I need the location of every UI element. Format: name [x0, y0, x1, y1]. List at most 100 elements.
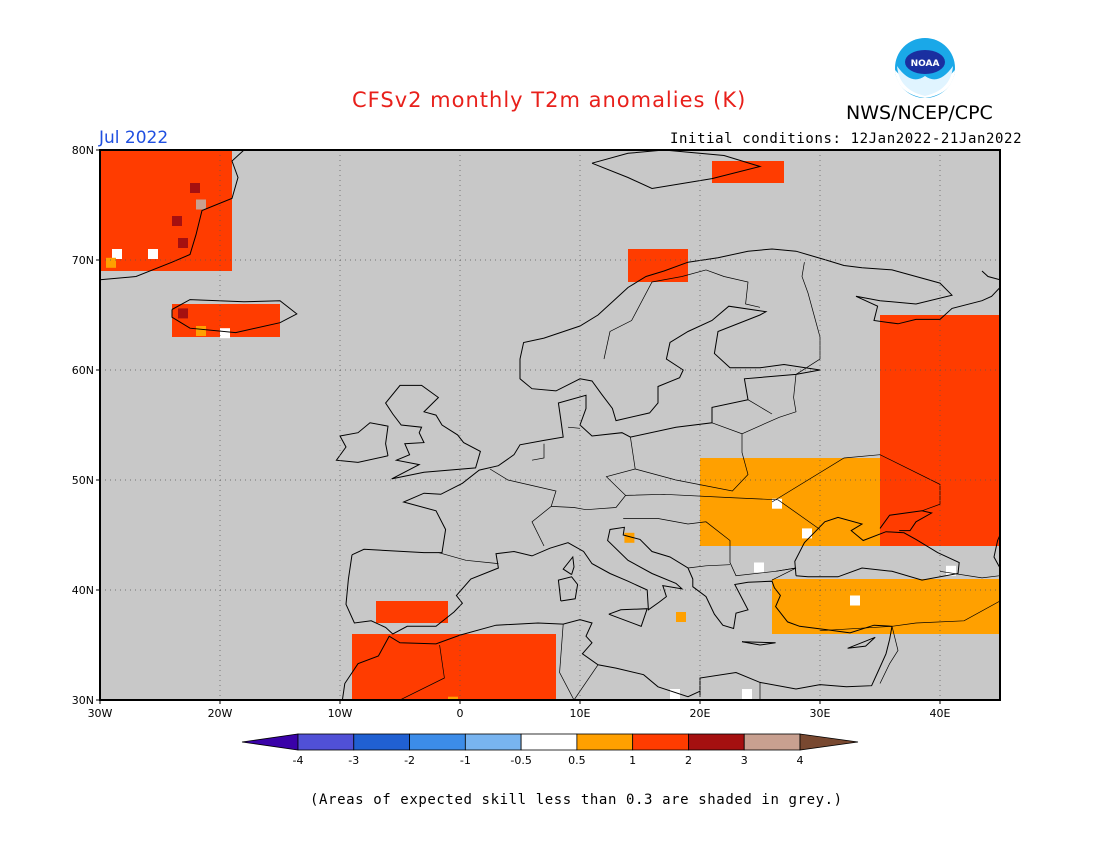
anomaly-cell [946, 565, 956, 576]
anomaly-cell [802, 528, 812, 539]
coastline [608, 608, 648, 627]
coastline [847, 636, 876, 649]
map-title: CFSv2 monthly T2m anomalies (K) [352, 88, 747, 112]
lon-tick-label: 10W [328, 707, 353, 720]
country-border [747, 399, 773, 415]
country-border [551, 437, 636, 511]
lat-tick-label: 70N [72, 254, 94, 267]
lat-tick-label: 80N [72, 144, 94, 157]
lon-tick-label: 40E [930, 707, 951, 720]
country-border [399, 644, 445, 700]
forecast-month: Jul 2022 [99, 128, 169, 148]
country-border [819, 600, 1000, 632]
legend-label: 3 [741, 754, 748, 767]
noaa-logo-text: NOAA [911, 59, 940, 69]
legend-swatch [297, 733, 355, 751]
lat-tick-label: 60N [72, 364, 94, 377]
anomaly-cell [220, 328, 230, 339]
lon-tick-label: 20W [208, 707, 233, 720]
legend-label: -4 [293, 754, 304, 767]
country-border [879, 626, 899, 684]
skill-footnote: (Areas of expected skill less than 0.3 a… [310, 792, 843, 808]
anomaly-cell [172, 216, 182, 226]
legend-label: -3 [348, 754, 359, 767]
legend-swatch [520, 733, 578, 751]
noaa-logo: NOAA [895, 38, 955, 98]
anomaly-cell [190, 183, 200, 193]
coastline [741, 641, 776, 646]
longitude-ticks: 30W 20W 10W 0 10E 20E 30E 40E [88, 700, 951, 720]
country-border [573, 664, 599, 700]
legend-arrow-low [241, 733, 299, 751]
legend-label: -1 [460, 754, 471, 767]
country-border [705, 269, 761, 308]
country-border [741, 397, 797, 435]
legend-label: 0.5 [568, 754, 586, 767]
lon-tick-label: 30E [810, 707, 831, 720]
coastline [557, 576, 579, 602]
lat-tick-label: 50N [72, 474, 94, 487]
legend-swatch [576, 733, 634, 751]
legend-label: 2 [685, 754, 692, 767]
lon-tick-label: 30W [88, 707, 113, 720]
coastline [384, 384, 481, 480]
latitude-ticks: 30N 40N 50N 60N 70N 80N [72, 144, 100, 707]
coastline [981, 270, 1000, 281]
country-border [623, 518, 797, 577]
lon-tick-label: 20E [690, 707, 711, 720]
country-border [771, 567, 797, 581]
country-border [795, 262, 821, 375]
legend-swatch [409, 733, 466, 751]
anomaly-region [352, 634, 556, 700]
anomaly-region [376, 601, 448, 623]
legend-label: -0.5 [510, 754, 531, 767]
anomaly-cell [112, 249, 122, 259]
lon-tick-label: 10E [570, 707, 591, 720]
coastline [335, 422, 389, 463]
anomaly-cell [448, 696, 458, 700]
anomaly-region [700, 458, 880, 546]
country-border [567, 426, 581, 429]
lon-tick-label: 0 [457, 707, 464, 720]
organization-label: NWS/NCEP/CPC [846, 102, 993, 124]
map-frame [99, 149, 1001, 701]
anomaly-cell [624, 532, 635, 543]
coastline [591, 150, 762, 190]
coastline [345, 526, 893, 697]
anomaly-region [772, 579, 1000, 634]
coastline [993, 534, 1000, 569]
legend-arrow-high [799, 733, 859, 751]
country-border [489, 468, 557, 547]
anomaly-cell [772, 498, 782, 509]
legend-swatch [353, 733, 410, 751]
anomaly-cell [754, 562, 764, 573]
country-border [531, 443, 545, 461]
coastline [171, 299, 298, 334]
anomaly-cell [148, 249, 158, 259]
legend-label: -2 [404, 754, 415, 767]
anomaly-cell [196, 199, 206, 210]
country-border [939, 570, 1000, 579]
country-border [603, 269, 707, 360]
coastline [562, 555, 575, 576]
legend-swatch [464, 733, 522, 751]
anomaly-cell [178, 308, 188, 319]
coastline [351, 248, 1000, 556]
country-border [625, 493, 821, 530]
map-frame-group [100, 150, 1000, 700]
country-border [793, 374, 797, 398]
coastlines [100, 150, 1000, 700]
color-legend: -4 -3 -2 -1 -0.5 0.5 1 2 3 4 [241, 733, 859, 767]
legend-swatch [743, 733, 801, 751]
anomaly-cell [178, 238, 188, 248]
legend-label: 1 [629, 754, 636, 767]
legend-label: 4 [797, 754, 804, 767]
initial-conditions: Initial conditions: 12Jan2022-21Jan2022 [670, 131, 1023, 147]
legend-swatch [688, 733, 745, 751]
anomaly-cell [670, 689, 680, 699]
anomaly-cell [196, 326, 206, 336]
anomaly-region [712, 161, 784, 183]
country-border [771, 454, 941, 512]
legend-swatch [632, 733, 689, 751]
